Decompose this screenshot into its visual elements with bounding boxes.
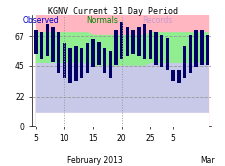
Text: Mar: Mar bbox=[199, 156, 214, 165]
Text: Observed: Observed bbox=[22, 16, 59, 25]
Bar bbox=[57, 32, 60, 73]
Bar bbox=[171, 70, 174, 81]
Bar bbox=[34, 30, 37, 54]
Bar bbox=[125, 27, 128, 56]
Bar bbox=[159, 35, 163, 67]
Bar bbox=[199, 30, 203, 65]
Bar bbox=[97, 42, 100, 65]
Bar bbox=[165, 38, 169, 70]
Text: Normals: Normals bbox=[86, 16, 117, 25]
Bar bbox=[40, 32, 43, 59]
Bar bbox=[80, 48, 83, 78]
Bar bbox=[68, 48, 72, 83]
Bar bbox=[131, 30, 134, 54]
Bar bbox=[154, 32, 157, 65]
Bar bbox=[74, 46, 77, 81]
Bar bbox=[137, 27, 140, 56]
Bar bbox=[102, 48, 106, 73]
Bar bbox=[51, 27, 54, 62]
Bar bbox=[119, 22, 123, 59]
Bar bbox=[108, 51, 111, 78]
Bar bbox=[194, 30, 197, 67]
Bar bbox=[85, 43, 89, 73]
Bar bbox=[142, 24, 146, 59]
Bar bbox=[114, 30, 117, 65]
Bar bbox=[148, 30, 151, 59]
Bar bbox=[205, 35, 208, 65]
Bar bbox=[63, 43, 66, 78]
Text: Records: Records bbox=[142, 16, 172, 25]
Bar bbox=[45, 24, 49, 56]
Bar bbox=[182, 46, 186, 78]
Bar bbox=[188, 35, 191, 73]
Bar bbox=[91, 39, 94, 67]
Text: February 2013: February 2013 bbox=[67, 156, 122, 165]
Text: KGNV Current 31 Day Period: KGNV Current 31 Day Period bbox=[48, 7, 177, 16]
Bar bbox=[176, 70, 180, 83]
